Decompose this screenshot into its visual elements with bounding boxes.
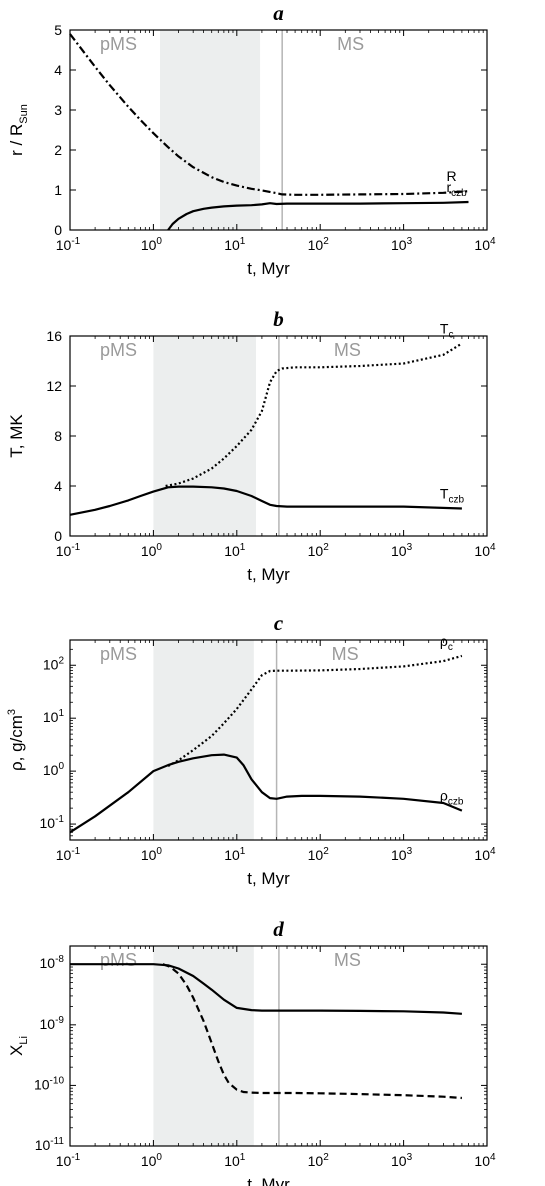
x-tick-label: 103 — [391, 236, 413, 253]
plot-frame — [69, 639, 488, 841]
series-line-1 — [162, 963, 462, 1100]
x-tick-label: 104 — [474, 1152, 496, 1169]
region-label-MS: MS — [334, 340, 361, 360]
region-label-MS: MS — [332, 644, 359, 664]
x-tick-label: 103 — [391, 846, 413, 863]
x-axis-label: t, Myr — [247, 1175, 290, 1186]
y-axis-label: T, MK — [7, 414, 26, 458]
x-tick-label: 10-1 — [56, 1152, 81, 1169]
y-tick-label: 1 — [54, 182, 62, 198]
region-label-pMS: pMS — [100, 340, 137, 360]
x-axis-label: t, Myr — [247, 565, 290, 584]
x-tick-label: 104 — [474, 846, 496, 863]
series-label-0: ρc — [440, 633, 453, 653]
series-label-1: rczb — [446, 179, 467, 199]
y-tick-label: 8 — [54, 428, 62, 444]
series-line-1 — [69, 485, 462, 516]
y-tick-label: 0 — [54, 528, 62, 544]
region-shade-pMS — [153, 336, 257, 536]
y-tick-label: 101 — [43, 708, 65, 725]
y-tick-label: 16 — [46, 328, 62, 344]
x-tick-label: 104 — [474, 236, 496, 253]
region-label-pMS: pMS — [100, 644, 137, 664]
series-line-1 — [69, 753, 463, 834]
plot-frame — [69, 945, 488, 1147]
x-tick-label: 102 — [308, 236, 330, 253]
y-tick-label: 5 — [54, 22, 62, 38]
x-tick-label: 10-1 — [56, 542, 81, 559]
panel-title: b — [273, 307, 284, 331]
y-tick-label: 10-1 — [40, 814, 65, 831]
x-tick-label: 100 — [141, 846, 163, 863]
x-tick-label: 100 — [141, 236, 163, 253]
panel-c: pMS MS 10-1 100 101 102 103 104 10-1 100 101 102 ρc ρ… — [6, 611, 496, 888]
panel-title: c — [274, 611, 284, 635]
x-tick-label: 104 — [474, 542, 496, 559]
y-tick-label: 10-11 — [35, 1136, 65, 1153]
x-tick-label: 101 — [224, 1152, 246, 1169]
y-axis-label: r / RSun — [7, 104, 30, 156]
x-tick-label: 10-1 — [56, 236, 81, 253]
x-axis-label: t, Myr — [247, 259, 290, 278]
x-tick-label: 101 — [224, 846, 246, 863]
series-label-0: R — [446, 168, 456, 184]
x-tick-label: 100 — [141, 1152, 163, 1169]
series-line-0 — [70, 963, 462, 1015]
series-line-0 — [167, 654, 463, 767]
y-tick-label: 0 — [54, 222, 62, 238]
x-axis-label: t, Myr — [247, 869, 290, 888]
region-shade-pMS — [153, 640, 254, 840]
y-tick-label: 102 — [43, 655, 65, 672]
x-tick-label: 10-1 — [56, 846, 81, 863]
x-tick-label: 102 — [308, 542, 330, 559]
region-shade-pMS — [153, 946, 254, 1146]
y-tick-label: 10-10 — [34, 1075, 64, 1092]
panel-title: d — [273, 917, 284, 941]
panel-d: pMS MS 10-1 100 101 102 103 104 10-11 10-10 10-9 10… — [7, 917, 496, 1186]
x-tick-label: 100 — [141, 542, 163, 559]
y-tick-label: 100 — [43, 761, 65, 778]
x-tick-label: 103 — [391, 1152, 413, 1169]
x-tick-label: 102 — [308, 1152, 330, 1169]
series-line-1 — [167, 200, 469, 231]
y-tick-label: 4 — [54, 62, 62, 78]
y-tick-label: 2 — [54, 142, 62, 158]
series-label-1: ρczb — [440, 788, 464, 808]
x-tick-label: 102 — [308, 846, 330, 863]
region-label-MS: MS — [337, 34, 364, 54]
y-tick-label: 12 — [46, 378, 62, 394]
x-tick-label: 103 — [391, 542, 413, 559]
region-shade-pMS — [160, 30, 261, 230]
region-label-pMS: pMS — [100, 34, 137, 54]
panel-b: pMS MS 10-1 100 101 102 103 104 0 4 8 12 16 Tc Tczb b t,… — [7, 307, 496, 584]
series-label-1: Tczb — [440, 486, 465, 506]
y-axis-label: ρ, g/cm3 — [6, 709, 26, 771]
series-line-0 — [69, 33, 469, 196]
y-tick-label: 10-8 — [40, 954, 65, 971]
plot-frame — [69, 29, 488, 231]
series-label-0: Tc — [440, 321, 454, 341]
y-axis-label: XLi — [7, 1036, 30, 1056]
y-tick-label: 3 — [54, 102, 62, 118]
x-tick-label: 101 — [224, 542, 246, 559]
y-tick-label: 10-9 — [40, 1015, 65, 1032]
region-label-pMS: pMS — [100, 950, 137, 970]
panel-title: a — [273, 1, 284, 25]
y-tick-label: 4 — [54, 478, 62, 494]
x-tick-label: 101 — [224, 236, 246, 253]
region-label-MS: MS — [334, 950, 361, 970]
